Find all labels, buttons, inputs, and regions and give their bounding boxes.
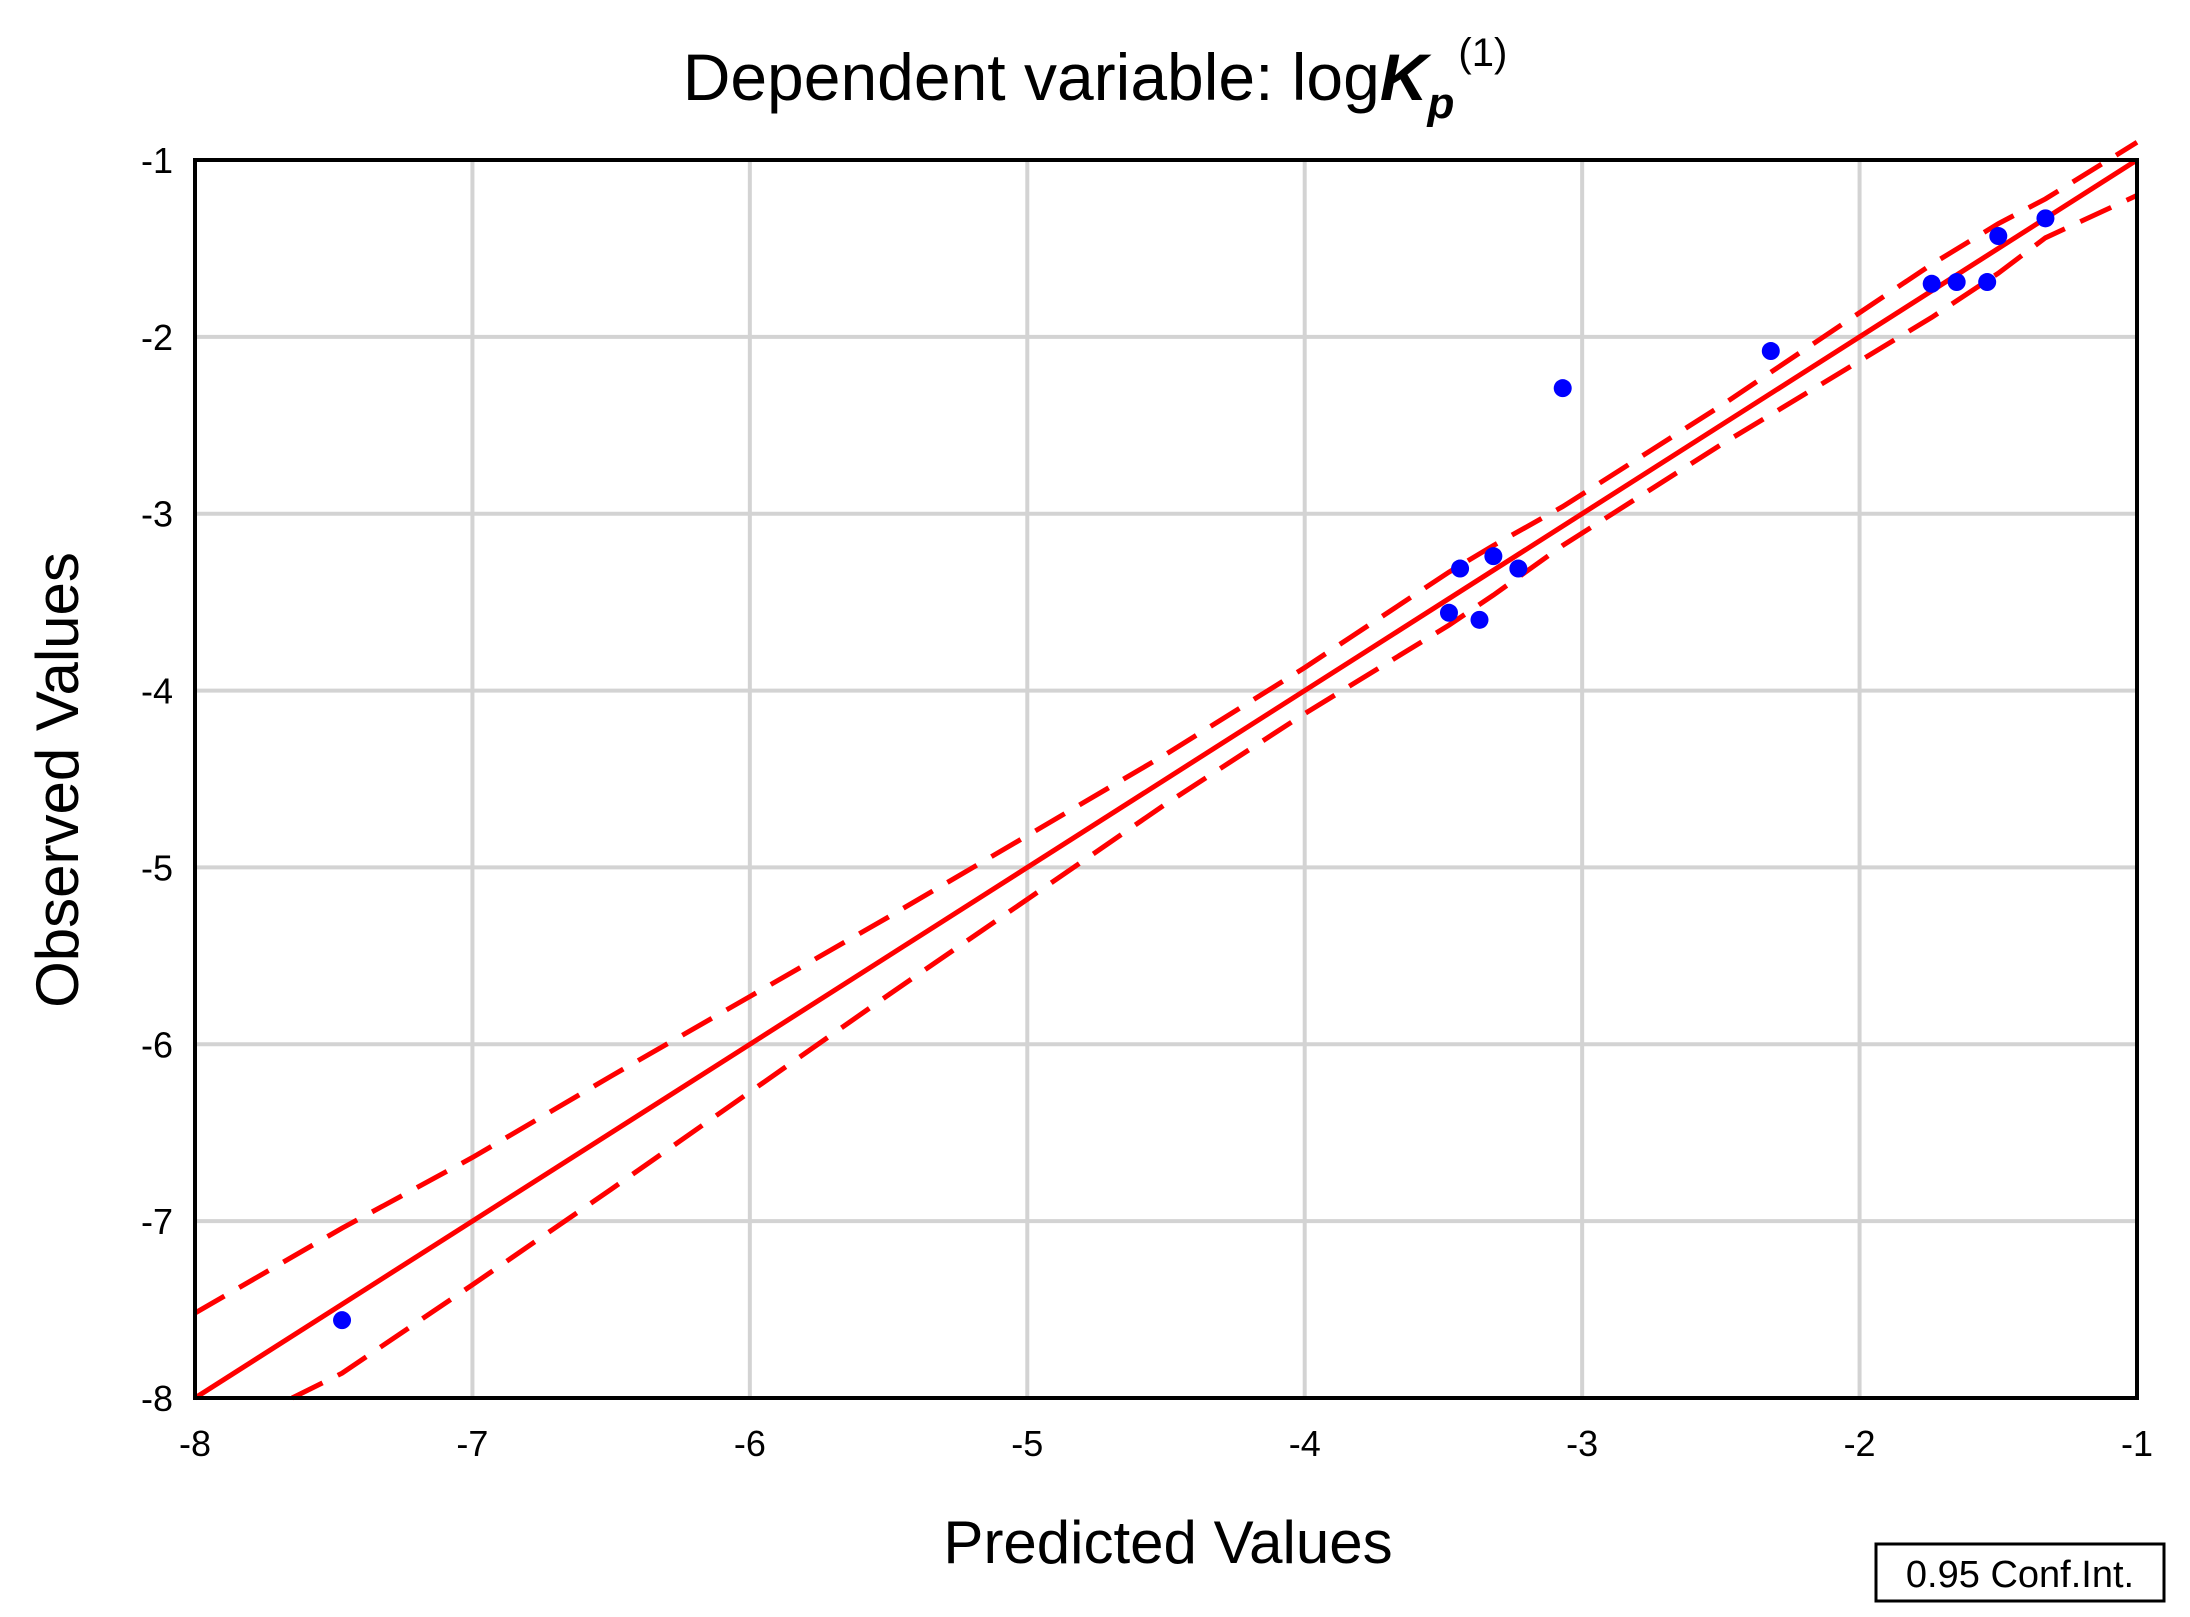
y-tick-labels: -8 -7 -6 -5 -4 -3 -2 -1 bbox=[141, 140, 173, 1419]
data-point bbox=[1978, 273, 1997, 292]
chart-title: Dependent variable: logKp(1) bbox=[683, 31, 1508, 128]
legend: 0.95 Conf.Int. bbox=[1874, 1542, 2166, 1603]
x-tick-label: -5 bbox=[1011, 1423, 1043, 1464]
ci-upper-bound-line bbox=[193, 140, 2139, 1316]
data-point bbox=[1947, 273, 1966, 292]
legend-box bbox=[1874, 1542, 2166, 1603]
y-tick-label: -5 bbox=[141, 847, 173, 888]
ci-lower-bound-line bbox=[290, 193, 2139, 1401]
data-point bbox=[1509, 559, 1528, 578]
title-symbol: K bbox=[1380, 40, 1432, 114]
plot-frame bbox=[193, 158, 2139, 1400]
x-tick-labels: -8 -7 -6 -5 -4 -3 -2 -1 bbox=[179, 1423, 2153, 1464]
x-tick-label: -7 bbox=[456, 1423, 488, 1464]
data-point bbox=[333, 1311, 352, 1330]
x-tick-label: -6 bbox=[734, 1423, 766, 1464]
regression-line bbox=[193, 157, 2139, 1401]
y-tick-label: -3 bbox=[141, 494, 173, 535]
data-point bbox=[1989, 227, 2008, 246]
x-tick-label: -8 bbox=[179, 1423, 211, 1464]
y-tick-label: -4 bbox=[141, 671, 173, 712]
title-subscript: p bbox=[1427, 79, 1455, 128]
data-point bbox=[1439, 603, 1458, 622]
x-tick-label: -1 bbox=[2121, 1423, 2153, 1464]
legend-label: 0.95 Conf.Int. bbox=[1906, 1554, 2134, 1596]
data-point bbox=[1553, 379, 1572, 398]
x-tick-label: -2 bbox=[1844, 1423, 1876, 1464]
y-tick-label: -2 bbox=[141, 317, 173, 358]
y-tick-label: -8 bbox=[141, 1378, 173, 1419]
y-tick-label: -1 bbox=[141, 140, 173, 181]
title-prefix: Dependent variable: log bbox=[683, 40, 1380, 114]
data-point bbox=[1470, 610, 1489, 629]
regression-line-group bbox=[193, 157, 2139, 1401]
y-tick-label: -6 bbox=[141, 1024, 173, 1065]
y-axis-title: Observed Values bbox=[24, 552, 91, 1008]
data-point bbox=[1761, 342, 1780, 361]
data-point bbox=[1484, 547, 1503, 566]
y-tick-label: -7 bbox=[141, 1201, 173, 1242]
confidence-interval-bands bbox=[193, 140, 2139, 1401]
x-axis-title: Predicted Values bbox=[943, 1509, 1392, 1576]
data-point bbox=[1451, 559, 1470, 578]
data-point bbox=[2036, 209, 2055, 228]
data-points bbox=[333, 209, 2055, 1330]
x-tick-label: -4 bbox=[1289, 1423, 1321, 1464]
title-superscript: (1) bbox=[1458, 31, 1507, 75]
data-point bbox=[1922, 274, 1941, 293]
gridlines bbox=[193, 158, 2139, 1400]
x-tick-label: -3 bbox=[1566, 1423, 1598, 1464]
